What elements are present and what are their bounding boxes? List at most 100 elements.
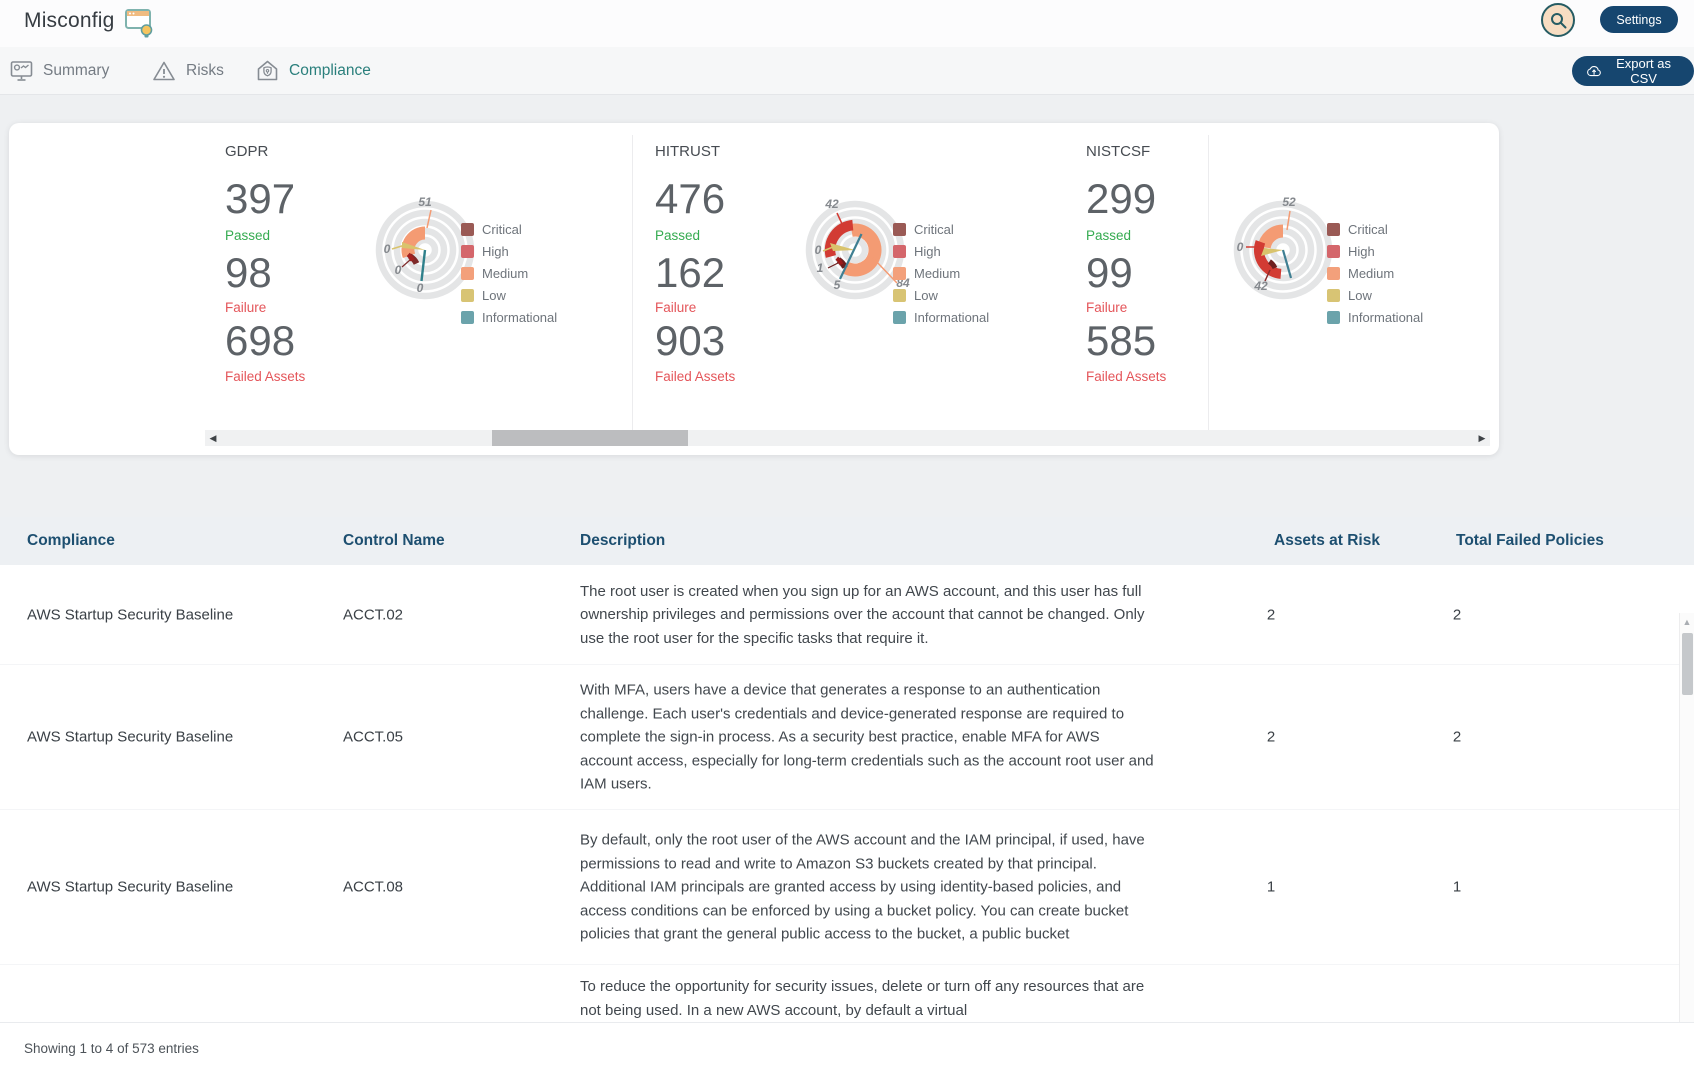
table-row[interactable]: AWS Startup Security Baseline ACCT.05 Wi… (0, 665, 1694, 810)
failure-label: Failure (655, 300, 697, 315)
table-footer: Showing 1 to 4 of 573 entries (0, 1022, 1694, 1084)
description-cell: To reduce the opportunity for security i… (580, 978, 1145, 1019)
low-value-label: 0 (384, 242, 391, 256)
legend-item-low: Low (893, 288, 989, 303)
informational-needle (420, 249, 427, 282)
low-swatch (1327, 289, 1340, 302)
medium-swatch (461, 267, 474, 280)
tab-bar: Summary Risks Compliance (0, 47, 1694, 142)
assets-at-risk-cell: 2 (1266, 606, 1276, 623)
carousel-right-arrow[interactable]: ▶ (1478, 432, 1486, 443)
description-cell: With MFA, users have a device that gener… (580, 681, 1154, 793)
tab-compliance[interactable]: Compliance (256, 47, 371, 94)
page-title: Misconfig (24, 9, 115, 32)
failed-assets-label: Failed Assets (655, 369, 736, 384)
low-swatch (461, 289, 474, 302)
column-header-control-name: Control Name (343, 532, 445, 549)
medium-arc (401, 226, 426, 259)
high-value-label: 42 (824, 197, 839, 211)
compliance-table: Compliance Control Name Description Asse… (0, 517, 1694, 1084)
critical-arc-inner (406, 252, 415, 262)
failed-assets-count: 698 (225, 317, 296, 364)
description-cell: By default, only the root user of the AW… (580, 831, 1145, 943)
search-button[interactable] (1541, 3, 1575, 37)
card-title: HITRUST (655, 143, 720, 160)
failed-assets-label: Failed Assets (1086, 369, 1167, 384)
critical-value-label: 1 (817, 261, 824, 275)
failure-count: 162 (655, 249, 726, 296)
legend-item-informational: Informational (461, 310, 557, 325)
card-divider (1208, 135, 1209, 439)
carousel-left-arrow[interactable]: ◀ (209, 432, 217, 443)
description-cell: The root user is created when you sign u… (580, 582, 1145, 647)
table-scrollbar-thumb[interactable] (1682, 633, 1693, 695)
column-header-description: Description (580, 532, 666, 549)
informational-value-label: 0 (417, 281, 424, 295)
table-row[interactable]: AWS Startup Security Baseline ACCT.08 By… (0, 810, 1694, 965)
legend-item-critical: Critical (461, 222, 557, 237)
legend-item-informational: Informational (893, 310, 989, 325)
severity-legend: Critical High Medium Low Informational (461, 222, 557, 325)
high-swatch (461, 245, 474, 258)
search-icon (1550, 12, 1566, 28)
critical-swatch (461, 223, 474, 236)
compliance-cell: AWS Startup Security Baseline (27, 878, 234, 896)
high-swatch (1327, 245, 1340, 258)
scroll-up-arrow[interactable]: ▲ (1682, 617, 1692, 627)
tab-summary[interactable]: Summary (10, 47, 109, 94)
table-row[interactable]: To reduce the opportunity for security i… (0, 965, 1694, 1022)
critical-arc (1267, 259, 1278, 270)
legend-item-high: High (893, 244, 989, 259)
critical-arc-inner (835, 256, 844, 266)
table-vertical-scrollbar[interactable]: ▲ ▼ (1679, 613, 1694, 1022)
severity-legend: Critical High Medium Low Informational (893, 222, 989, 325)
total-failed-policies-cell: 1 (1452, 878, 1462, 896)
informational-value-label: 5 (834, 278, 841, 292)
top-bar: Misconfig Settings (0, 0, 1694, 47)
failure-label: Failure (1086, 300, 1128, 315)
table-row[interactable]: AWS Startup Security Baseline ACCT.02 Th… (0, 565, 1694, 665)
misconfig-logo-icon (125, 9, 153, 38)
export-csv-label: Export as CSV (1616, 56, 1672, 86)
failure-count: 99 (1086, 249, 1133, 296)
cards-carousel-scrollbar[interactable]: ◀ ▶ (205, 430, 1490, 446)
critical-value-label: 0 (395, 263, 402, 277)
legend-item-medium: Medium (1327, 266, 1423, 281)
low-swatch (893, 289, 906, 302)
failure-label: Failure (225, 300, 267, 315)
low-wedge (402, 242, 425, 250)
informational-needle (1281, 249, 1293, 279)
export-csv-button[interactable]: Export as CSV (1572, 56, 1694, 86)
passed-count: 476 (655, 175, 726, 222)
compliance-house-icon (257, 60, 278, 81)
medium-arc (1257, 224, 1284, 249)
low-wedge (830, 243, 855, 251)
card-title: GDPR (225, 143, 269, 160)
legend-item-low: Low (461, 288, 557, 303)
tab-risks-label: Risks (186, 61, 224, 79)
failed-assets-count: 903 (655, 317, 726, 364)
control-name-cell: ACCT.02 (343, 606, 404, 623)
compliance-cell: AWS Startup Security Baseline (27, 606, 234, 623)
tab-risks[interactable]: Risks (152, 47, 224, 94)
informational-swatch (1327, 311, 1340, 324)
medium-value-label: 51 (418, 195, 432, 209)
tab-summary-label: Summary (43, 61, 110, 79)
card-divider (632, 135, 633, 439)
critical-swatch (893, 223, 906, 236)
passed-label: Passed (225, 228, 271, 243)
carousel-scrollbar-thumb[interactable] (492, 430, 688, 446)
legend-item-informational: Informational (1327, 310, 1423, 325)
informational-swatch (893, 311, 906, 324)
legend-item-critical: Critical (1327, 222, 1423, 237)
column-header-assets-at-risk: Assets at Risk (1274, 532, 1380, 549)
column-header-compliance: Compliance (27, 532, 115, 549)
settings-button[interactable]: Settings (1600, 6, 1678, 33)
high-value-label: 42 (1253, 279, 1268, 293)
informational-needle (839, 233, 863, 280)
nistcsf-severity-rose-chart: 52 0 42 (1233, 195, 1333, 300)
table-body: AWS Startup Security Baseline ACCT.02 Th… (0, 565, 1694, 1022)
legend-item-critical: Critical (893, 222, 989, 237)
assets-at-risk-cell: 1 (1266, 878, 1276, 896)
